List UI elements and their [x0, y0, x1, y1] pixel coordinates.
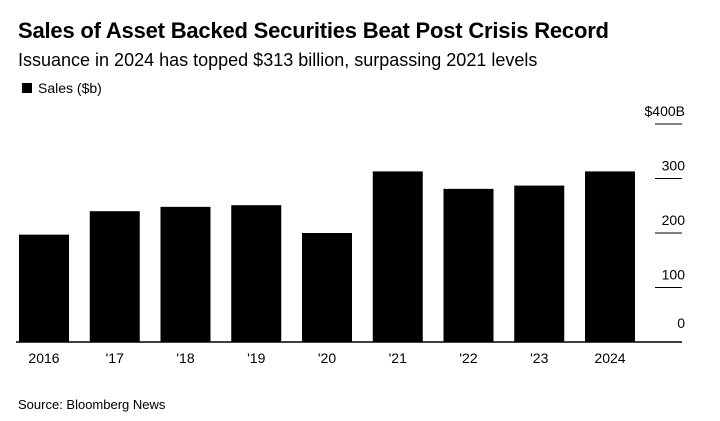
bar: [19, 234, 69, 342]
x-tick-label: '19: [247, 350, 265, 366]
x-tick-label: '21: [389, 350, 407, 366]
y-tick-label: 100: [662, 267, 686, 283]
bar: [372, 171, 423, 342]
x-tick-label: '23: [530, 350, 548, 366]
bar: [585, 171, 635, 342]
bar: [160, 206, 211, 342]
x-tick-label: '17: [106, 350, 124, 366]
y-tick-label: 200: [662, 212, 686, 228]
legend-label: Sales ($b): [38, 80, 102, 96]
bar: [89, 211, 140, 342]
bar: [514, 185, 565, 342]
y-tick-label: 300: [662, 158, 686, 174]
x-tick-label: '18: [176, 350, 194, 366]
chart-title: Sales of Asset Backed Securities Beat Po…: [18, 18, 609, 43]
x-tick-label: '20: [318, 350, 336, 366]
bar: [302, 233, 352, 342]
x-tick-label: '22: [459, 350, 477, 366]
bar: [443, 188, 494, 342]
legend-swatch: [22, 83, 32, 93]
source-note: Source: Bloomberg News: [18, 397, 166, 412]
chart-legend: Sales ($b): [22, 80, 102, 96]
chart-subtitle: Issuance in 2024 has topped $313 billion…: [18, 50, 538, 70]
x-tick-label: 2016: [28, 350, 59, 366]
x-tick-label: 2024: [594, 350, 625, 366]
y-tick-label: 0: [677, 315, 685, 331]
bar: [231, 205, 282, 342]
y-tick-label: $400B: [645, 103, 685, 119]
